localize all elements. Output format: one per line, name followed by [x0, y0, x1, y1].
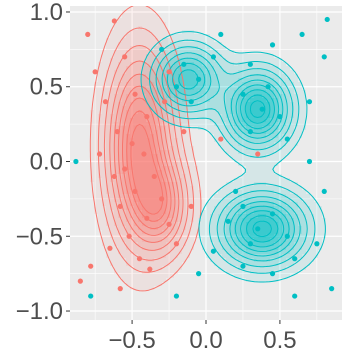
- data-point-series-1: [218, 31, 224, 38]
- data-point-series-1: [314, 241, 320, 247]
- data-point-series-0: [129, 140, 135, 147]
- data-point-series-0: [111, 173, 117, 180]
- data-point-series-0: [188, 203, 194, 209]
- data-point-series-1: [306, 158, 313, 165]
- density-contour-line-series-0: [109, 60, 184, 251]
- data-point-series-1: [324, 16, 330, 23]
- data-point-series-0: [96, 151, 103, 157]
- data-point-series-0: [126, 233, 132, 239]
- data-point-series-1: [321, 188, 327, 195]
- data-point-series-0: [92, 69, 98, 75]
- y-tick-label: −1.0: [16, 298, 63, 325]
- data-point-series-0: [141, 151, 147, 157]
- density-contour-line-series-0: [113, 73, 180, 243]
- data-point-series-1: [299, 31, 305, 38]
- data-point-series-1: [269, 211, 276, 217]
- data-point-series-0: [132, 188, 138, 195]
- data-point-series-0: [114, 129, 120, 135]
- data-point-series-1: [173, 293, 180, 299]
- data-point-series-1: [292, 293, 298, 299]
- data-point-series-1: [196, 271, 202, 277]
- data-point-series-0: [173, 241, 180, 247]
- data-point-series-1: [196, 76, 202, 82]
- data-point-series-1: [240, 91, 246, 97]
- data-point-series-1: [321, 54, 327, 60]
- grid-lines: [70, 6, 342, 320]
- density-contour-line-series-0: [122, 97, 172, 230]
- data-point-series-0: [117, 203, 123, 209]
- data-point-series-1: [277, 114, 283, 120]
- data-point-series-0: [136, 256, 143, 262]
- x-tick-label: −0.5: [108, 327, 155, 352]
- data-point-series-1: [284, 233, 290, 239]
- data-point-series-0: [181, 129, 187, 135]
- data-point-series-0: [144, 215, 150, 221]
- data-point-series-1: [210, 54, 216, 60]
- density-contour-line-series-1: [140, 31, 326, 283]
- data-point-series-1: [210, 248, 216, 254]
- x-tick-label: 0.5: [263, 327, 296, 352]
- data-point-series-1: [181, 61, 187, 67]
- data-point-series-1: [269, 42, 276, 48]
- data-point-series-1: [329, 286, 335, 292]
- density-contour-line-series-1: [244, 94, 279, 243]
- y-tick-label: 0.5: [30, 74, 63, 101]
- data-point-series-0: [107, 245, 113, 251]
- data-point-series-1: [247, 61, 253, 67]
- data-point-series-1: [255, 226, 261, 232]
- density-contour-layer: [89, 6, 326, 292]
- density-contour-line-series-1: [155, 46, 308, 268]
- data-point-series-0: [218, 136, 224, 142]
- data-point-series-1: [265, 84, 271, 90]
- data-point-series-1: [225, 218, 231, 224]
- data-point-series-0: [159, 196, 165, 202]
- data-point-series-1: [284, 136, 290, 142]
- data-point-series-1: [269, 271, 276, 277]
- data-point-series-1: [73, 158, 79, 165]
- data-point-series-0: [88, 263, 94, 269]
- density-contour-line-series-1: [161, 52, 301, 262]
- data-point-series-1: [88, 293, 94, 299]
- data-point-series-1: [240, 263, 246, 269]
- scatter-points-layer: [73, 16, 335, 299]
- axes: −0.5 0.0 0.5 −1.0 −0.5 0.0 0.5 1.0: [16, 0, 297, 352]
- data-point-series-0: [162, 99, 168, 105]
- data-point-series-1: [259, 106, 265, 112]
- data-point-series-0: [166, 69, 172, 75]
- data-point-series-1: [232, 188, 239, 195]
- data-point-series-0: [122, 166, 128, 172]
- data-point-series-1: [188, 99, 194, 105]
- x-tick-label: 0.0: [189, 327, 222, 352]
- data-point-series-0: [122, 54, 128, 60]
- data-point-series-0: [132, 91, 138, 97]
- y-tick-label: 0.0: [30, 149, 63, 176]
- data-point-series-1: [247, 241, 253, 247]
- data-point-series-0: [111, 18, 117, 24]
- data-point-series-1: [306, 99, 313, 105]
- data-point-series-0: [166, 221, 172, 227]
- data-point-series-1: [173, 84, 180, 90]
- y-tick-label: −0.5: [16, 223, 63, 250]
- density-contour-line-series-1: [249, 100, 272, 237]
- data-point-series-1: [240, 203, 246, 209]
- density-contour-line-series-1: [178, 69, 285, 248]
- density-contour-line-series-0: [130, 123, 164, 215]
- density-contour-line-series-0: [117, 85, 176, 236]
- data-point-series-0: [117, 286, 123, 292]
- data-point-series-0: [144, 114, 150, 120]
- data-point-series-1: [159, 46, 165, 52]
- data-point-series-1: [247, 129, 253, 135]
- data-point-series-0: [85, 31, 91, 38]
- data-point-series-0: [77, 278, 83, 284]
- data-point-series-1: [292, 256, 298, 262]
- data-point-series-0: [102, 99, 109, 105]
- data-point-series-0: [255, 151, 261, 157]
- y-tick-label: 1.0: [30, 0, 63, 26]
- data-point-series-0: [147, 266, 153, 272]
- data-point-series-0: [151, 173, 157, 180]
- density-contour-line-series-1: [166, 57, 295, 257]
